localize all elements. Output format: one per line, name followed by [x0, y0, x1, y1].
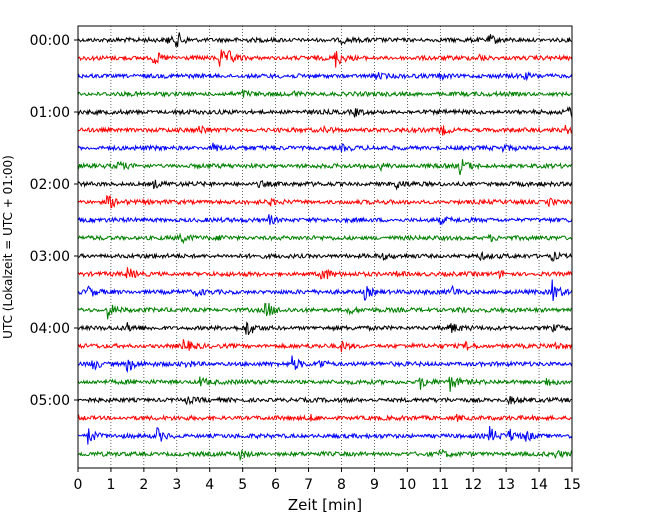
- seismic-trace-0030: [77, 70, 573, 82]
- y-tick-label: 03:00: [30, 249, 70, 265]
- seismic-trace-0230: [77, 214, 573, 226]
- y-axis-label: UTC (Lokalzeit = UTC + 01:00): [1, 155, 15, 339]
- x-tick-label: 12: [464, 477, 482, 493]
- x-tick-label: 2: [139, 477, 148, 493]
- x-tick-label: 8: [337, 477, 346, 493]
- x-tick-label: 4: [205, 477, 214, 493]
- seismic-trace-0545: [77, 448, 573, 462]
- x-axis-label: Zeit [min]: [288, 496, 362, 514]
- seismic-trace-0415: [77, 339, 573, 353]
- seismic-trace-0200: [77, 179, 573, 191]
- seismic-trace-0445: [77, 376, 573, 392]
- y-tick-label: 04:00: [30, 321, 70, 337]
- y-axis-ticks: 00:00 01:00 02:00 03:00 04:00 05:00: [30, 33, 78, 409]
- seismic-trace-0315: [77, 267, 573, 280]
- seismic-trace-0215: [77, 194, 573, 209]
- x-tick-label: 10: [398, 477, 416, 493]
- plot-frame: [77, 25, 573, 469]
- seismic-trace-0400: [77, 321, 573, 336]
- x-tick-label: 13: [497, 477, 515, 493]
- y-tick-label: 00:00: [30, 33, 70, 49]
- seismic-trace-0300: [77, 250, 573, 262]
- seismic-trace-0245: [77, 232, 573, 245]
- seismic-trace-0345: [77, 302, 573, 320]
- seismic-traces: [77, 32, 573, 462]
- seismic-trace-0015: [77, 49, 573, 68]
- grid-lines: [110, 26, 540, 468]
- x-tick-label: 14: [530, 477, 548, 493]
- seismic-trace-0330: [77, 279, 573, 302]
- y-tick-label: 05:00: [30, 393, 70, 409]
- seismic-trace-0045: [77, 89, 573, 98]
- seismic-trace-0000: [77, 32, 573, 48]
- x-tick-label: 1: [106, 477, 115, 493]
- seismic-trace-0430: [77, 355, 573, 374]
- seismic-trace-0145: [77, 159, 573, 176]
- x-tick-label: 9: [370, 477, 379, 493]
- x-tick-label: 7: [304, 477, 313, 493]
- x-tick-label: 5: [238, 477, 247, 493]
- x-tick-label: 3: [172, 477, 181, 493]
- seismic-trace-0515: [77, 413, 573, 423]
- x-tick-label: 15: [563, 477, 581, 493]
- seismic-trace-0130: [77, 142, 573, 154]
- x-tick-label: 6: [271, 477, 280, 493]
- y-tick-label: 02:00: [30, 177, 70, 193]
- y-tick-label: 01:00: [30, 105, 70, 121]
- seismic-trace-0115: [77, 124, 573, 136]
- x-axis-ticks: 0 1 2 3 4 5 6 7 8 9 10 11 12 13 14 15: [74, 468, 581, 493]
- x-tick-label: 0: [74, 477, 83, 493]
- seismic-trace-0100: [77, 106, 573, 119]
- seismic-trace-0500: [77, 395, 573, 406]
- x-tick-label: 11: [431, 477, 449, 493]
- seismic-trace-0530: [77, 426, 573, 445]
